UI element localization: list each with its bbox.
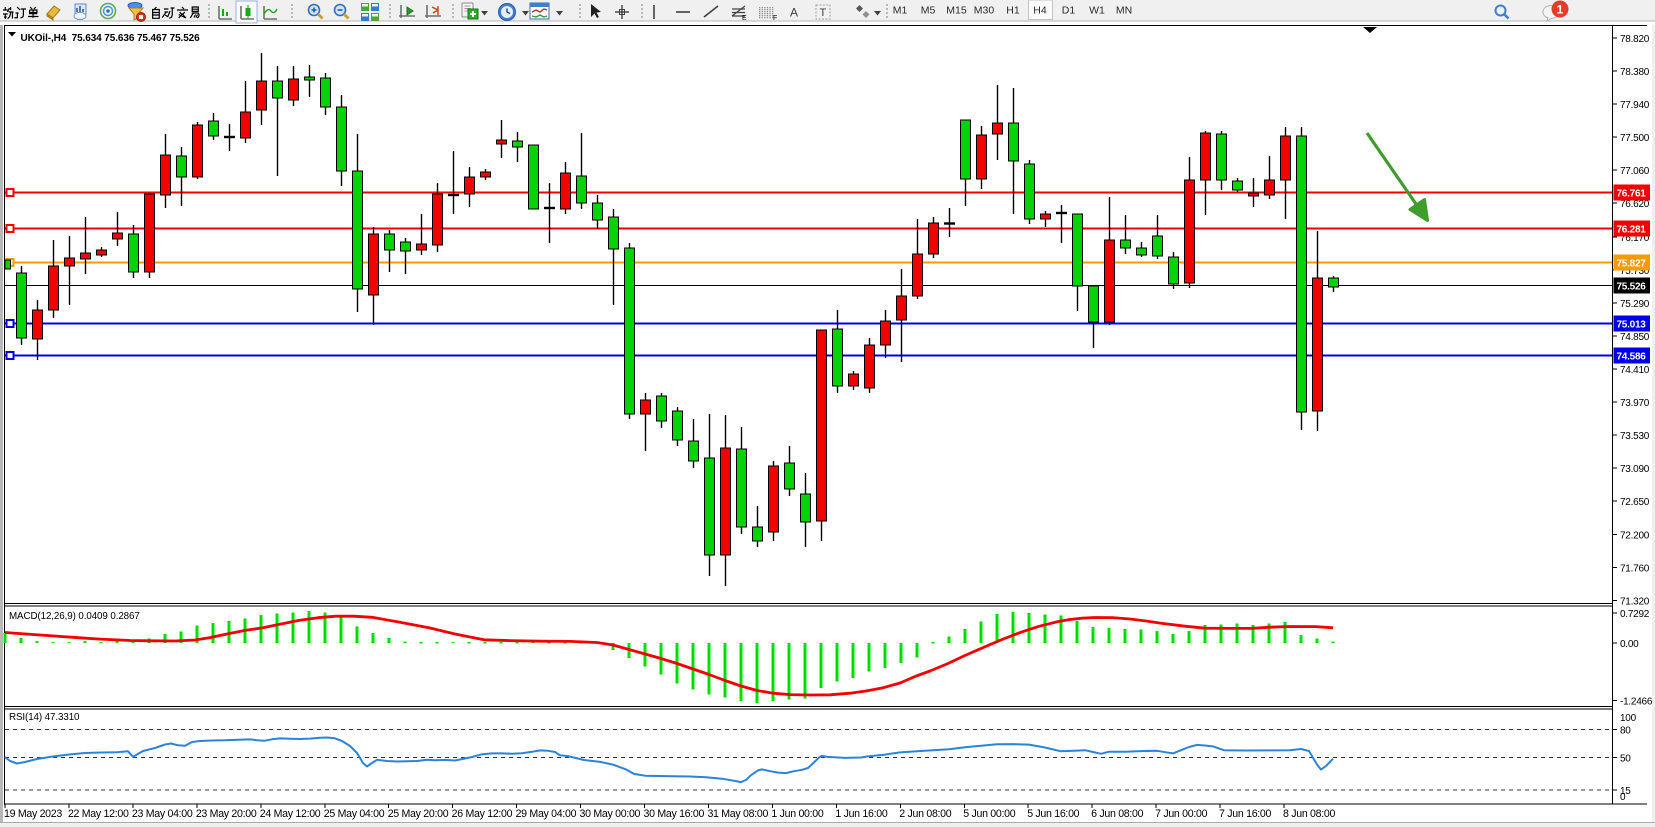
svg-text:MACD(12,26,9) 0.0409 0.2867: MACD(12,26,9) 0.0409 0.2867 [9,611,140,622]
svg-text:24 May 12:00: 24 May 12:00 [260,808,321,820]
svg-text:6 Jun 08:00: 6 Jun 08:00 [1091,808,1143,820]
svg-text:25 May 04:00: 25 May 04:00 [324,808,385,820]
svg-text:-1.2466: -1.2466 [1620,697,1653,708]
svg-text:72.650: 72.650 [1620,497,1650,508]
svg-text:77.500: 77.500 [1620,133,1650,144]
svg-text:1 Jun 00:00: 1 Jun 00:00 [771,808,823,820]
svg-text:M30: M30 [974,5,995,17]
svg-text:73.970: 73.970 [1620,398,1650,409]
svg-text:75.290: 75.290 [1620,299,1650,310]
svg-text:72.200: 72.200 [1620,531,1650,542]
svg-text:76.761: 76.761 [1617,189,1647,200]
svg-text:23 May 04:00: 23 May 04:00 [132,808,193,820]
svg-text:75.730: 75.730 [1620,266,1650,277]
svg-text:F: F [773,15,777,22]
svg-text:76.281: 76.281 [1617,225,1647,236]
svg-text:26 May 12:00: 26 May 12:00 [452,808,513,820]
svg-text:RSI(14) 47.3310: RSI(14) 47.3310 [9,712,80,723]
svg-text:MN: MN [1116,5,1132,17]
svg-text:7 Jun 16:00: 7 Jun 16:00 [1219,808,1271,820]
svg-text:25 May 20:00: 25 May 20:00 [388,808,449,820]
svg-text:W1: W1 [1089,5,1105,17]
svg-text:T: T [820,7,827,19]
svg-text:29 May 04:00: 29 May 04:00 [516,808,577,820]
svg-text:76.170: 76.170 [1620,233,1650,244]
svg-text:78.380: 78.380 [1620,67,1650,78]
svg-text:23 May 20:00: 23 May 20:00 [196,808,257,820]
svg-text:5 Jun 16:00: 5 Jun 16:00 [1027,808,1079,820]
svg-text:H4: H4 [1033,5,1047,17]
svg-text:73.530: 73.530 [1620,431,1650,442]
svg-text:73.090: 73.090 [1620,464,1650,475]
svg-text:M15: M15 [946,5,967,17]
svg-text:80: 80 [1620,726,1631,737]
svg-text:78.820: 78.820 [1620,34,1650,45]
svg-text:UKOil-,H4 75.634 75.636 75.46: UKOil-,H4 75.634 75.636 75.467 75.526 [21,33,201,44]
svg-text:22 May 12:00: 22 May 12:00 [68,808,129,820]
svg-text:A: A [790,6,798,20]
svg-text:15: 15 [1620,786,1631,797]
svg-text:74.850: 74.850 [1620,332,1650,343]
svg-text:19 May 2023: 19 May 2023 [4,808,62,820]
svg-text:8 Jun 08:00: 8 Jun 08:00 [1283,808,1335,820]
svg-text:0.00: 0.00 [1620,639,1639,650]
svg-text:75.526: 75.526 [1617,282,1647,293]
svg-text:74.586: 74.586 [1617,352,1647,363]
svg-text:76.620: 76.620 [1620,199,1650,210]
svg-text:5 Jun 00:00: 5 Jun 00:00 [963,808,1015,820]
svg-text:E: E [742,15,747,22]
svg-text:74.410: 74.410 [1620,365,1650,376]
svg-text:7 Jun 00:00: 7 Jun 00:00 [1155,808,1207,820]
svg-text:30 May 00:00: 30 May 00:00 [580,808,641,820]
svg-text:50: 50 [1620,753,1631,764]
svg-text:H1: H1 [1006,5,1020,17]
svg-text:77.940: 77.940 [1620,100,1650,111]
svg-text:0: 0 [1620,792,1626,803]
svg-text:D1: D1 [1062,5,1076,17]
svg-text:0.7292: 0.7292 [1620,609,1650,620]
svg-text:M1: M1 [893,5,908,17]
svg-text:71.760: 71.760 [1620,564,1650,575]
svg-text:31 May 08:00: 31 May 08:00 [707,808,768,820]
svg-text:75.827: 75.827 [1617,259,1647,270]
svg-text:M5: M5 [921,5,936,17]
svg-text:77.060: 77.060 [1620,166,1650,177]
svg-text:100: 100 [1620,713,1637,724]
svg-text:1 Jun 16:00: 1 Jun 16:00 [835,808,887,820]
svg-text:75.013: 75.013 [1617,320,1647,331]
svg-text:1: 1 [1557,3,1564,17]
svg-text:30 May 16:00: 30 May 16:00 [644,808,705,820]
svg-text:2 Jun 08:00: 2 Jun 08:00 [899,808,951,820]
svg-text:71.320: 71.320 [1620,597,1650,608]
